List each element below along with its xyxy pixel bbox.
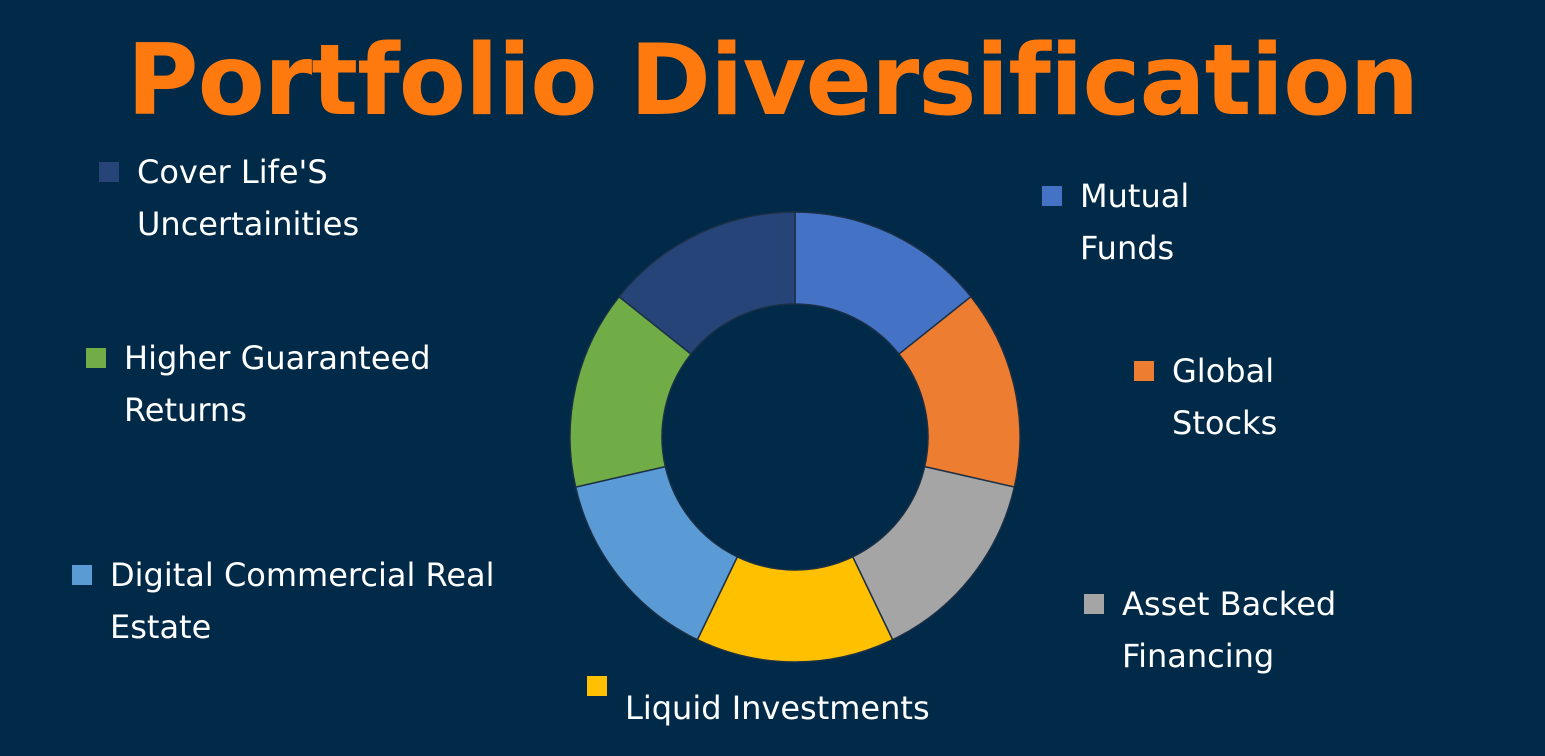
legend-label: Mutual Funds xyxy=(1080,177,1190,267)
legend-label: Cover Life'S Uncertainities xyxy=(137,153,360,243)
legend-label: Global Stocks xyxy=(1172,352,1278,442)
chart-title: Portfolio Diversification xyxy=(126,24,1419,138)
legend-label: Digital Commercial Real Estate xyxy=(110,556,495,646)
legend-label: Higher Guaranteed Returns xyxy=(124,339,431,429)
legend-swatch xyxy=(99,162,119,182)
legend-label: Asset Backed Financing xyxy=(1122,585,1337,675)
legend-swatch xyxy=(587,676,607,696)
legend-swatch xyxy=(72,565,92,585)
legend-swatch xyxy=(1042,186,1062,206)
donut-slice-cover-life-s-uncertainities xyxy=(618,211,796,356)
legend-swatch xyxy=(1134,361,1154,381)
legend-label: Liquid Investments xyxy=(625,689,930,727)
legend-swatch xyxy=(1084,594,1104,614)
legend-swatch xyxy=(86,348,106,368)
donut-slices xyxy=(569,211,1021,663)
